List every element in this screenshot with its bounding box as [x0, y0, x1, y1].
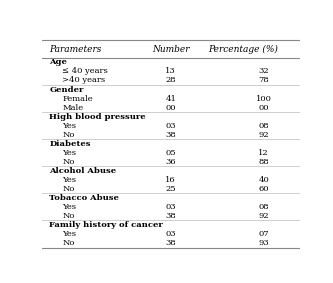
Text: Male: Male: [62, 104, 83, 112]
Text: Yes: Yes: [62, 122, 76, 130]
Text: Number: Number: [152, 45, 189, 54]
Text: No: No: [62, 185, 75, 193]
Text: 00: 00: [166, 104, 176, 112]
Text: 13: 13: [165, 67, 176, 76]
Text: 08: 08: [258, 203, 269, 211]
Text: Diabetes: Diabetes: [49, 140, 91, 148]
Text: 93: 93: [258, 239, 269, 247]
Text: 05: 05: [166, 149, 176, 157]
Text: 100: 100: [256, 95, 271, 102]
Text: Yes: Yes: [62, 176, 76, 184]
Text: 03: 03: [166, 122, 176, 130]
Text: 03: 03: [166, 203, 176, 211]
Text: No: No: [62, 131, 75, 139]
Text: Yes: Yes: [62, 203, 76, 211]
Text: 92: 92: [258, 131, 269, 139]
Text: Parameters: Parameters: [49, 45, 102, 54]
Text: 38: 38: [165, 239, 176, 247]
Text: 07: 07: [258, 230, 269, 238]
Text: 78: 78: [258, 76, 269, 85]
Text: Gender: Gender: [49, 85, 84, 93]
Text: 92: 92: [258, 212, 269, 220]
Text: Alcohol Abuse: Alcohol Abuse: [49, 167, 117, 175]
Text: >40 years: >40 years: [62, 76, 106, 85]
Text: Female: Female: [62, 95, 93, 102]
Text: 16: 16: [166, 176, 176, 184]
Text: Percentage (%): Percentage (%): [208, 45, 278, 54]
Text: Family history of cancer: Family history of cancer: [49, 221, 163, 229]
Text: Yes: Yes: [62, 230, 76, 238]
Text: No: No: [62, 239, 75, 247]
Text: Tobacco Abuse: Tobacco Abuse: [49, 194, 119, 202]
Text: 36: 36: [166, 158, 176, 166]
Text: 41: 41: [165, 95, 176, 102]
Text: 25: 25: [166, 185, 176, 193]
Text: Yes: Yes: [62, 149, 76, 157]
Text: 60: 60: [258, 185, 269, 193]
Text: High blood pressure: High blood pressure: [49, 113, 146, 121]
Text: 88: 88: [258, 158, 269, 166]
Text: 28: 28: [166, 76, 176, 85]
Text: 00: 00: [258, 104, 269, 112]
Text: No: No: [62, 212, 75, 220]
Text: Age: Age: [49, 59, 67, 67]
Text: ≤ 40 years: ≤ 40 years: [62, 67, 108, 76]
Text: No: No: [62, 158, 75, 166]
Text: 03: 03: [166, 230, 176, 238]
Text: 38: 38: [165, 131, 176, 139]
Text: 40: 40: [258, 176, 269, 184]
Text: 12: 12: [258, 149, 269, 157]
Text: 38: 38: [165, 212, 176, 220]
Text: 32: 32: [258, 67, 269, 76]
Text: 08: 08: [258, 122, 269, 130]
